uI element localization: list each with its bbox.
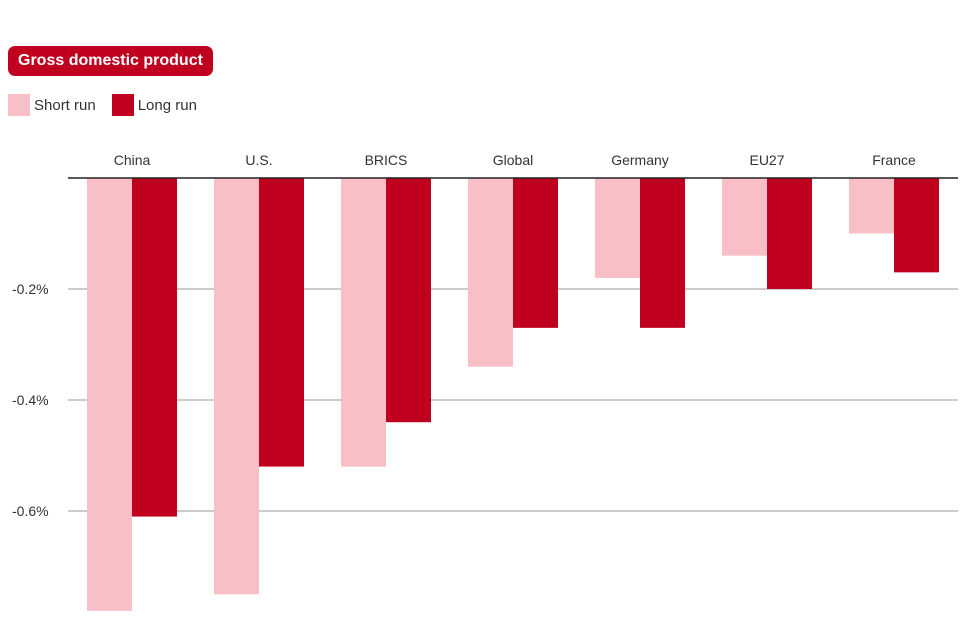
category-label: EU27 bbox=[749, 152, 784, 168]
bar-long-run bbox=[386, 178, 431, 423]
bar-short-run bbox=[214, 178, 259, 595]
category-label: France bbox=[872, 152, 916, 168]
bar-long-run bbox=[767, 178, 812, 289]
bar-long-run bbox=[259, 178, 304, 467]
category-label: BRICS bbox=[365, 152, 408, 168]
bar-long-run bbox=[894, 178, 939, 273]
y-tick-label: -0.6% bbox=[12, 503, 49, 519]
bar-short-run bbox=[87, 178, 132, 611]
legend-swatch-long-run bbox=[111, 94, 134, 116]
y-tick-label: -0.2% bbox=[12, 281, 49, 297]
bar-long-run bbox=[132, 178, 177, 517]
legend: Short run Long run bbox=[8, 94, 213, 116]
legend-swatch-short-run bbox=[8, 94, 30, 116]
bar-short-run bbox=[341, 178, 386, 467]
legend-item-long-run: Long run bbox=[111, 94, 197, 116]
category-label: Germany bbox=[611, 152, 669, 168]
legend-label-short-run: Short run bbox=[34, 96, 96, 114]
bar-short-run bbox=[849, 178, 894, 234]
category-label: China bbox=[114, 152, 151, 168]
category-label: U.S. bbox=[245, 152, 272, 168]
category-label: Global bbox=[493, 152, 533, 168]
bar-short-run bbox=[468, 178, 513, 367]
legend-item-short-run: Short run bbox=[8, 94, 96, 116]
y-tick-label: -0.4% bbox=[12, 392, 49, 408]
bar-short-run bbox=[595, 178, 640, 278]
bar-short-run bbox=[722, 178, 767, 256]
bar-long-run bbox=[513, 178, 558, 328]
chart-title: Gross domestic product bbox=[8, 46, 213, 76]
legend-label-long-run: Long run bbox=[137, 96, 197, 114]
bar-long-run bbox=[640, 178, 685, 328]
